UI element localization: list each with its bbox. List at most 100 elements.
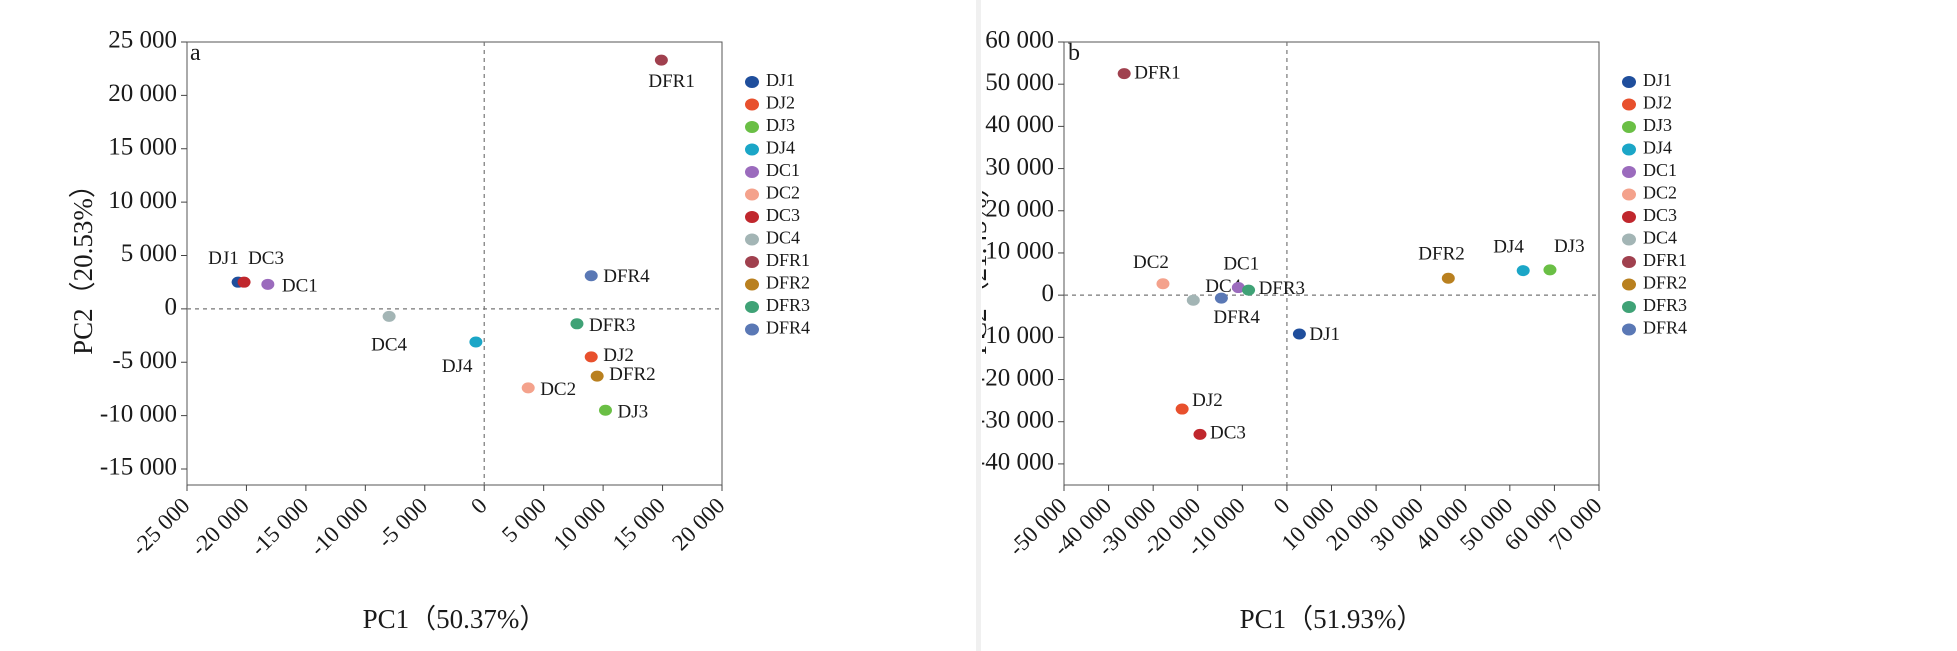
chart-a-y-tick-label: 20 000 [108,80,177,107]
chart-b-point-dc1 [1231,282,1245,294]
chart-a-point-label-dj4: DJ4 [442,356,473,377]
chart-a-legend-label-dj4: DJ4 [766,138,795,158]
chart-b-y-tick-label: -20 000 [982,364,1054,391]
chart-b-point-dc4 [1186,294,1200,306]
chart-b-point-dc3 [1193,428,1207,440]
chart-b-legend-label-dc1: DC1 [1643,160,1677,180]
chart-a-y-tick-label: 0 [165,294,178,321]
chart-b-point-dj3 [1543,264,1557,276]
chart-a-point-label-dj2: DJ2 [603,345,634,366]
chart-b-x-axis-title: PC1（51.93%） [1240,604,1424,634]
chart-a-point-dfr2 [590,370,604,382]
chart-a-legend-swatch-dj3 [745,121,759,133]
chart-a-point-dj3 [598,404,612,416]
chart-b-legend-label-dj1: DJ1 [1643,70,1672,90]
chart-a-panel-letter: a [190,40,201,66]
chart-b-legend-label-dc3: DC3 [1643,205,1677,225]
chart-b-y-tick-label: 40 000 [985,111,1054,138]
chart-b-legend-swatch-dj4 [1622,143,1636,156]
chart-b-y-tick-label: -30 000 [982,406,1054,433]
chart-a-legend-label-dj3: DJ3 [766,115,795,135]
chart-a-legend-label-dfr2: DFR2 [766,273,810,293]
chart-b-x-tick-label: 0 [1269,493,1295,519]
chart-a-point-label-dfr3: DFR3 [589,315,635,336]
chart-b-point-dfr3 [1242,284,1256,296]
chart-b-point-label-dfr1: DFR1 [1134,63,1180,84]
chart-a-x-tick-label: -15 000 [246,493,314,561]
chart-a-point-dc2 [521,382,535,394]
chart-b-legend-swatch-dfr4 [1622,323,1636,336]
chart-b-point-label-dj2: DJ2 [1192,390,1223,411]
chart-a-legend-swatch-dfr1 [745,256,759,268]
chart-a-point-label-dfr1: DFR1 [648,71,694,92]
chart-a-x-tick-label: 10 000 [548,493,610,555]
chart-a-y-tick-label: 10 000 [108,187,177,214]
chart-a-y-tick-label: 15 000 [108,133,177,160]
chart-a-legend-label-dc1: DC1 [766,160,800,180]
chart-a-legend-swatch-dc3 [745,211,759,223]
chart-b-legend-label-dfr4: DFR4 [1643,318,1687,338]
chart-a-point-label-dfr2: DFR2 [609,364,655,385]
chart-b-legend-label-dj3: DJ3 [1643,115,1672,135]
chart-a-x-tick-label: 20 000 [667,493,729,555]
chart-b-y-axis-title: PC2（21.45%） [982,171,992,355]
chart-b-point-dj1 [1292,328,1306,340]
chart-b-svg: 60 000 50 000 40 000 30 000 20 000 10 000 0 -10… [982,27,1687,634]
chart-a-legend-label-dc2: DC2 [766,183,800,203]
chart-a-point-label-dfr4: DFR4 [603,266,650,287]
panel-divider [976,0,981,651]
chart-b-y-tick-label: 0 [1042,280,1055,307]
chart-a-point-dj2 [584,351,598,363]
chart-a-x-tick-label: -20 000 [186,493,254,561]
chart-a-legend-label-dj1: DJ1 [766,70,795,90]
chart-a-x-tick-label: 15 000 [608,493,670,555]
chart-a-point-dfr4 [584,270,598,282]
chart-a-legend-label-dc4: DC4 [766,228,800,248]
chart-a-legend-swatch-dj2 [745,98,759,111]
chart-b-plot-area [1063,41,1600,486]
chart-b-legend-swatch-dj3 [1622,121,1636,133]
chart-a-legend-swatch-dj4 [745,143,759,156]
chart-b-point-dfr2 [1441,272,1455,284]
chart-a-plot-area [186,41,723,486]
chart-b-point-label-dfr3: DFR3 [1259,278,1305,299]
chart-a-x-tick-label: -5 000 [373,493,433,553]
chart-b-point-label-dc2: DC2 [1133,252,1169,273]
chart-a-y-tick-label: -10 000 [100,400,177,427]
chart-b-legend-swatch-dj2 [1622,98,1636,111]
chart-a-point-dfr3 [570,318,584,330]
chart-b-legend-label-dj2: DJ2 [1643,93,1672,113]
chart-a-point-label-dc2: DC2 [540,379,576,400]
chart-b-point-label-dc1: DC1 [1223,254,1259,275]
chart-a-y-tick-label: -15 000 [100,454,177,481]
chart-a-x-tick-label: -25 000 [127,493,195,561]
chart-panel-a: 25 000 20 000 15 000 10 000 5 000 0 -5 000 -10 … [0,0,975,651]
chart-b-point-label-dj3: DJ3 [1554,236,1585,257]
chart-a-legend-label-dfr3: DFR3 [766,295,810,315]
chart-a-legend-swatch-dj1 [745,76,759,88]
chart-b-point-dj2 [1175,403,1189,415]
chart-b-point-label-dc3: DC3 [1210,422,1246,443]
chart-a-point-dj4 [469,336,483,348]
chart-b-y-tick-label: -40 000 [982,449,1054,476]
chart-b-y-tick-label: 30 000 [985,153,1054,180]
chart-a-x-tick-label: 0 [466,493,492,519]
chart-b-point-dc2 [1156,278,1170,290]
chart-b-point-label-dfr2: DFR2 [1418,243,1464,264]
chart-a-y-tick-label: -5 000 [112,347,177,374]
chart-b-y-tick-label: 20 000 [985,195,1054,222]
chart-panel-b: 60 000 50 000 40 000 30 000 20 000 10 000 0 -10… [982,0,1957,651]
chart-b-legend-label-dc2: DC2 [1643,183,1677,203]
chart-b-legend-label-dfr1: DFR1 [1643,250,1687,270]
chart-a-point-label-dc1: DC1 [282,275,318,296]
chart-a-point-label-dc4: DC4 [371,334,407,355]
chart-a-point-dc1 [261,278,275,290]
chart-a-y-tick-label: 5 000 [121,240,177,267]
chart-b-legend-swatch-dfr3 [1622,301,1636,313]
chart-b-legend-swatch-dc1 [1622,166,1636,178]
chart-a-x-axis-title: PC1（50.37%） [363,604,547,634]
chart-b-y-tick-label: 10 000 [985,238,1054,265]
chart-b-y-tick-label: 60 000 [985,27,1054,54]
chart-a-legend-swatch-dc2 [745,188,759,201]
chart-a-point-label-dj3: DJ3 [617,401,648,422]
